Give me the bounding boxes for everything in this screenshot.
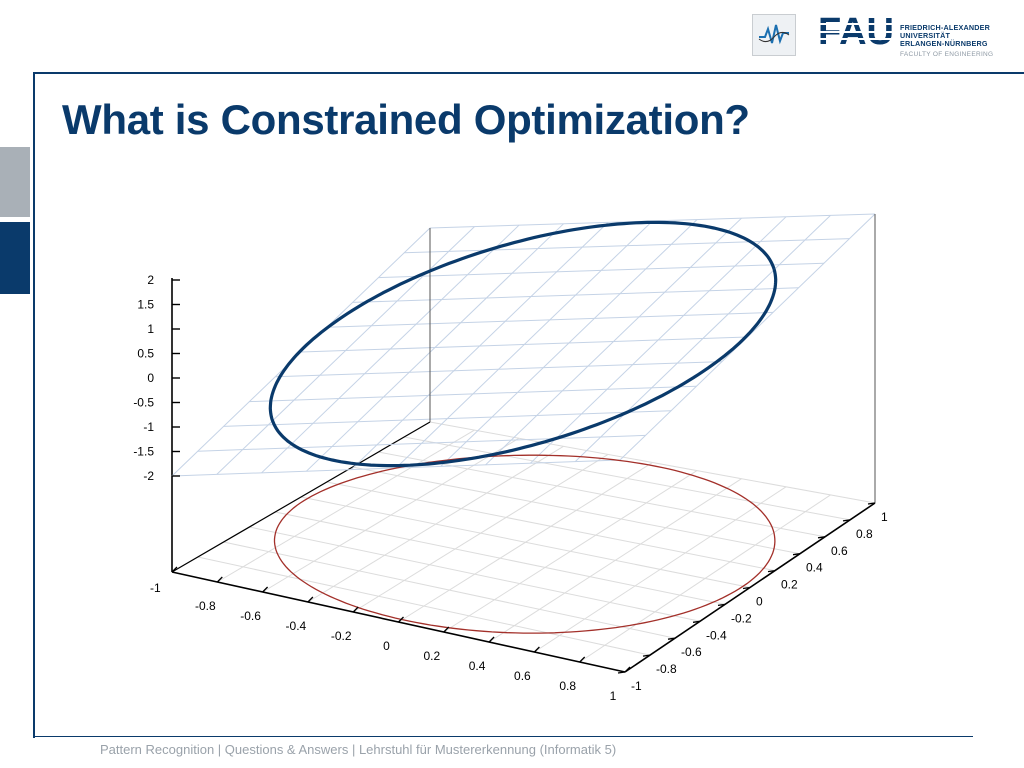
plane-grid-line: [530, 216, 787, 464]
floor-grid-line: [534, 486, 787, 653]
plane-grid-line: [404, 238, 850, 254]
plane-grid-line: [485, 217, 742, 466]
floor-grid-line: [352, 466, 801, 555]
y-tick: [667, 637, 676, 640]
plane-grid: [171, 213, 876, 477]
frame-left-rule: [33, 72, 35, 738]
y-tick-label: 0: [756, 595, 763, 609]
x-tick-label: 0: [383, 639, 390, 653]
plane-grid-line: [352, 287, 799, 303]
z-tick-label: -0.5: [133, 396, 154, 410]
x-tick-label: -1: [150, 581, 161, 595]
plane-grid-line: [440, 219, 698, 467]
fau-name: FRIEDRICH-ALEXANDER UNIVERSITÄT ERLANGEN…: [900, 24, 990, 48]
x-tick-label: -0.4: [286, 619, 307, 633]
fau-name-line: ERLANGEN-NÜRNBERG: [900, 39, 988, 48]
y-tick-label: -1: [631, 679, 642, 693]
y-tick-label: -0.4: [706, 628, 727, 642]
plane-edges: [429, 214, 876, 503]
plane-grid-line: [300, 336, 748, 353]
x-tick: [488, 636, 495, 643]
floor-grid: [171, 421, 876, 673]
y-tick-label: -0.2: [731, 611, 752, 625]
y-tick: [867, 502, 876, 505]
x-tick: [533, 646, 540, 653]
plane-grid-line: [378, 262, 825, 279]
z-tick-label: 0.5: [137, 347, 154, 361]
wave-icon: [758, 24, 790, 45]
y-tick-label: 0.2: [781, 578, 798, 592]
y-tick-label: 0.6: [831, 544, 848, 558]
y-tick: [617, 671, 626, 674]
x-tick-label: 0.2: [423, 649, 440, 663]
side-marker-blue: [0, 222, 30, 294]
x-tick-label: 0.8: [559, 679, 576, 693]
tick-labels: 2 1.5 1 0.5 0 -0.5 -1 -1.5 -2 -1 -0.8 -0.6 -0.4 -0.2 0…: [133, 273, 888, 703]
x-tick-label: 1: [610, 689, 617, 703]
floor-grid-line: [429, 421, 876, 504]
x-tick-label: 0.4: [469, 659, 486, 673]
y-tick: [817, 536, 826, 539]
plane-grid-line: [574, 215, 831, 462]
tick-marks: [171, 279, 876, 674]
x-tick-label: 0.6: [514, 669, 531, 683]
y-tick: [692, 620, 701, 623]
x-tick: [443, 626, 450, 633]
y-tick: [767, 569, 776, 573]
curves: [268, 220, 778, 634]
fau-logo: FAU: [818, 12, 898, 46]
y-tick-label: 1: [881, 510, 888, 524]
fau-name-line: UNIVERSITÄT: [900, 31, 951, 40]
z-tick-label: -1.5: [133, 445, 154, 459]
back-axis-line: [171, 421, 431, 573]
z-tick-label: 1.5: [137, 298, 154, 312]
y-tick: [742, 586, 751, 590]
x-tick: [398, 616, 404, 623]
floor-grid-line: [443, 470, 698, 633]
x-tick: [352, 606, 359, 613]
floor-grid-line: [488, 478, 742, 643]
y-tick: [642, 654, 651, 657]
y-tick: [792, 553, 801, 556]
floor-grid-line: [579, 494, 831, 663]
x-tick: [171, 566, 178, 573]
y-tick-label: 0.8: [856, 527, 873, 541]
floor-axes: [171, 278, 876, 673]
y-tick: [842, 519, 851, 522]
floor-grid-line: [326, 481, 776, 572]
y-tick: [717, 603, 726, 607]
floor-grid-line: [300, 496, 751, 588]
z-tick-label: 2: [147, 273, 154, 287]
constraint-circle: [273, 454, 776, 634]
x-tick-label: -0.2: [331, 629, 352, 643]
x-tick: [307, 596, 314, 603]
fau-name-line: FRIEDRICH-ALEXANDER: [900, 23, 991, 32]
fau-letters: FAU: [818, 12, 894, 46]
x-tick: [579, 656, 586, 663]
frame-top-rule: [33, 72, 1024, 74]
frame-bottom-rule: [33, 736, 973, 737]
chair-logo: [752, 14, 796, 56]
slide-footer: Pattern Recognition | Questions & Answer…: [100, 742, 617, 757]
x-tick: [216, 576, 223, 583]
x-tick-label: -0.8: [195, 599, 216, 613]
floor-grid-line: [378, 451, 826, 538]
z-tick-label: -2: [143, 469, 154, 483]
x-tick: [624, 666, 631, 673]
slide-title: What is Constrained Optimization?: [62, 96, 750, 143]
y-tick-label: 0.4: [806, 561, 823, 575]
z-tick-label: -1: [143, 420, 154, 434]
x-tick-label: -0.6: [240, 609, 261, 623]
z-tick-label: 0: [147, 371, 154, 385]
z-tick-label: 1: [147, 322, 154, 336]
y-tick-label: -0.6: [681, 645, 702, 659]
y-tick-label: -0.8: [656, 662, 677, 676]
faculty-label: FACULTY OF ENGINEERING: [900, 51, 994, 58]
floor-grid-line: [404, 436, 851, 521]
plane-grid-line: [326, 311, 774, 328]
lifted-ellipse: [268, 220, 778, 468]
side-marker-gray: [0, 147, 30, 217]
x-tick: [262, 586, 269, 593]
